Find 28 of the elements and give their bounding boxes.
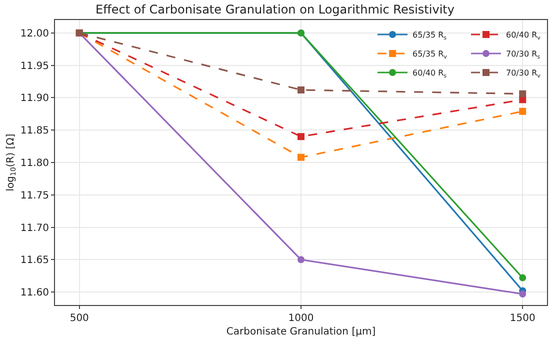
x-tick-label: 500 <box>70 313 89 324</box>
point <box>298 154 304 161</box>
point <box>519 90 526 98</box>
chart-title: Effect of Carbonisate Granulation on Logarithmic Resistivity <box>96 2 454 16</box>
y-tick-label: 11.85 <box>20 126 49 137</box>
y-tick-label: 11.80 <box>20 158 49 169</box>
point <box>298 86 304 94</box>
y-tick-label: 11.90 <box>20 93 49 104</box>
point <box>298 256 304 264</box>
y-tick-label: 11.95 <box>20 60 49 72</box>
x-axis-title: Carbonisate Granulation [μm] <box>226 326 376 338</box>
legend-label: 60/40 R$_{v}$ <box>506 30 542 42</box>
point <box>298 133 304 140</box>
x-tick-label: 1000 <box>288 313 314 324</box>
point <box>519 274 526 282</box>
y-tick-label: 11.60 <box>20 288 49 299</box>
y-tick-label: 11.70 <box>20 222 49 234</box>
legend-label: 70/30 R$_{v}$ <box>506 68 542 80</box>
y-tick-label: 11.65 <box>20 255 49 266</box>
y-tick-label: 11.75 <box>20 190 49 202</box>
legend-label: 65/35 R$_{s}$ <box>412 30 447 42</box>
legend-label: 70/30 R$_{s}$ <box>506 50 540 60</box>
legend-label: 65/35 R$_{v}$ <box>412 50 448 60</box>
legend-label: 60/40 R$_{s}$ <box>412 68 447 80</box>
point <box>519 108 526 115</box>
x-tick-label: 1500 <box>510 313 536 324</box>
point <box>519 290 526 298</box>
y-tick-label: 12.00 <box>20 28 49 40</box>
